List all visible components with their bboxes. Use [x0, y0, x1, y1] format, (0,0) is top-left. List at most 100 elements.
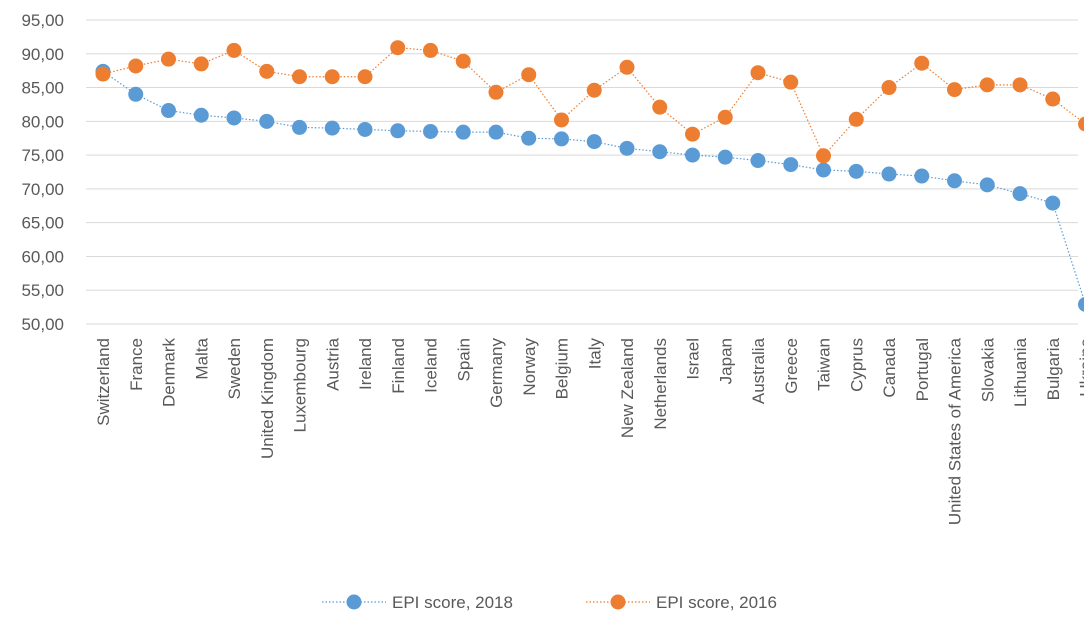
- x-tick-label: New Zealand: [618, 338, 637, 438]
- x-tick-label: Germany: [487, 338, 506, 408]
- data-point-series-0: [227, 110, 242, 125]
- data-point-series-0: [783, 157, 798, 172]
- y-tick-label: 70,00: [21, 180, 64, 199]
- data-point-series-0: [554, 131, 569, 146]
- data-point-series-0: [685, 148, 700, 163]
- x-tick-label: Cyprus: [847, 338, 866, 392]
- data-point-series-1: [849, 112, 864, 127]
- data-point-series-0: [259, 114, 274, 129]
- data-point-series-1: [96, 67, 111, 82]
- y-tick-label: 65,00: [21, 214, 64, 233]
- x-tick-label: Austria: [323, 337, 342, 390]
- x-tick-label: France: [127, 338, 146, 391]
- y-tick-label: 95,00: [21, 11, 64, 30]
- data-point-series-1: [554, 112, 569, 127]
- data-point-series-0: [620, 141, 635, 156]
- data-point-series-0: [816, 162, 831, 177]
- y-tick-label: 50,00: [21, 315, 64, 334]
- x-tick-label: Iceland: [422, 338, 441, 393]
- data-point-series-1: [358, 69, 373, 84]
- data-point-series-0: [161, 103, 176, 118]
- x-tick-label: Portugal: [913, 338, 932, 401]
- legend-label: EPI score, 2018: [392, 593, 513, 612]
- data-point-series-0: [292, 120, 307, 135]
- data-point-series-0: [358, 122, 373, 137]
- data-point-series-0: [489, 125, 504, 140]
- x-tick-label: Belgium: [553, 338, 572, 399]
- x-tick-label: Canada: [880, 337, 899, 397]
- data-point-series-1: [259, 64, 274, 79]
- series-line-0: [103, 71, 1084, 304]
- y-axis-tick-labels: 50,00 55,00 60,00 65,00 70,00 75,00 80,00 85,00…: [21, 11, 64, 334]
- data-point-series-1: [685, 127, 700, 142]
- x-tick-label: Greece: [782, 338, 801, 394]
- x-tick-label: Switzerland: [94, 338, 113, 426]
- data-point-series-0: [390, 123, 405, 138]
- y-tick-label: 90,00: [21, 45, 64, 64]
- data-point-series-1: [325, 69, 340, 84]
- data-point-series-1: [194, 56, 209, 71]
- data-point-series-0: [882, 167, 897, 182]
- x-tick-label: Norway: [520, 338, 539, 396]
- data-point-series-1: [161, 52, 176, 67]
- data-point-series-0: [751, 153, 766, 168]
- data-point-series-1: [816, 148, 831, 163]
- data-point-series-0: [718, 150, 733, 165]
- x-tick-label: United States of America: [946, 337, 965, 525]
- data-point-series-1: [1045, 92, 1060, 107]
- data-point-series-1: [489, 85, 504, 100]
- x-tick-label: Spain: [454, 338, 473, 381]
- x-tick-label: United Kingdom: [258, 338, 277, 459]
- legend-item-0: EPI score, 2018: [322, 593, 513, 612]
- data-point-series-1: [521, 67, 536, 82]
- data-point-series-0: [325, 121, 340, 136]
- data-point-series-0: [652, 144, 667, 159]
- legend-marker: [347, 595, 362, 610]
- data-point-series-1: [292, 69, 307, 84]
- y-tick-label: 60,00: [21, 247, 64, 266]
- y-tick-label: 55,00: [21, 281, 64, 300]
- x-tick-label: Ukraine: [1077, 338, 1084, 397]
- data-point-series-0: [128, 87, 143, 102]
- data-point-series-1: [1013, 77, 1028, 92]
- data-point-series-1: [947, 82, 962, 97]
- data-point-series-0: [1013, 186, 1028, 201]
- data-point-series-0: [980, 177, 995, 192]
- data-point-series-1: [783, 75, 798, 90]
- x-tick-label: Japan: [716, 338, 735, 384]
- x-tick-label: Netherlands: [651, 338, 670, 430]
- x-tick-label: Malta: [192, 337, 211, 379]
- x-tick-label: Luxembourg: [291, 338, 310, 433]
- data-point-series-1: [652, 100, 667, 115]
- data-point-series-0: [849, 164, 864, 179]
- x-tick-label: Finland: [389, 338, 408, 394]
- y-tick-label: 75,00: [21, 146, 64, 165]
- x-tick-label: Taiwan: [815, 338, 834, 391]
- legend-item-1: EPI score, 2016: [586, 593, 777, 612]
- data-point-series-1: [882, 80, 897, 95]
- series-points: [96, 40, 1084, 312]
- data-point-series-1: [620, 60, 635, 75]
- data-point-series-1: [128, 58, 143, 73]
- x-tick-label: Australia: [749, 337, 768, 404]
- data-point-series-1: [980, 77, 995, 92]
- x-tick-label: Lithuania: [1011, 337, 1030, 407]
- data-point-series-1: [390, 40, 405, 55]
- x-tick-label: Italy: [585, 338, 604, 370]
- data-point-series-0: [1045, 196, 1060, 211]
- data-point-series-1: [423, 43, 438, 58]
- x-tick-label: Israel: [684, 338, 703, 380]
- data-point-series-1: [227, 43, 242, 58]
- y-tick-label: 85,00: [21, 79, 64, 98]
- data-point-series-1: [587, 83, 602, 98]
- data-point-series-1: [718, 110, 733, 125]
- data-point-series-0: [521, 131, 536, 146]
- data-point-series-0: [947, 173, 962, 188]
- data-point-series-0: [194, 108, 209, 123]
- y-tick-label: 80,00: [21, 112, 64, 131]
- legend-marker: [611, 595, 626, 610]
- x-tick-label: Bulgaria: [1044, 337, 1063, 400]
